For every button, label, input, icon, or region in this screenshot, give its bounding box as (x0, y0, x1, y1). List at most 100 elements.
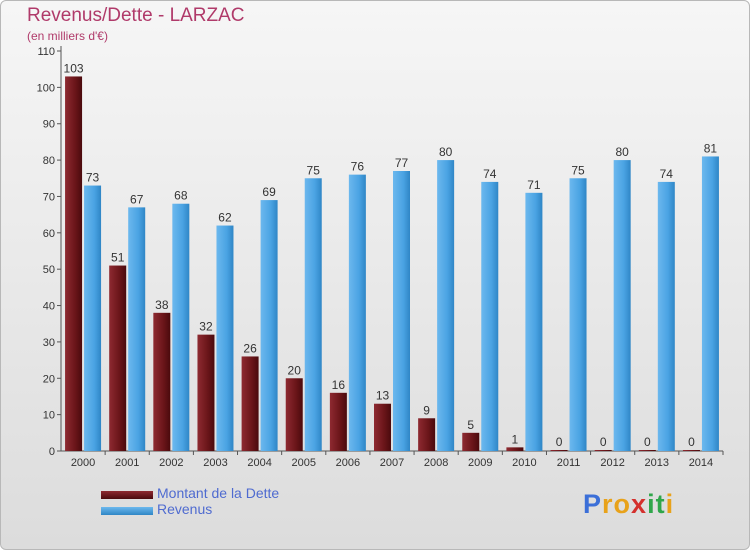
x-tick-label: 2008 (424, 457, 448, 469)
data-label-revenus: 81 (704, 141, 718, 155)
y-tick-label: 110 (37, 46, 55, 58)
x-tick-label: 2005 (291, 457, 315, 469)
data-label-dette: 0 (688, 435, 695, 449)
data-label-revenus: 68 (174, 189, 188, 203)
x-tick-label: 2000 (71, 457, 95, 469)
data-label-dette: 1 (512, 432, 519, 446)
bar-dette (241, 356, 259, 451)
bar-revenus (701, 156, 719, 452)
bar-revenus (172, 203, 190, 451)
bar-revenus (216, 225, 234, 451)
y-tick-label: 40 (43, 301, 55, 313)
x-tick-label: 2010 (512, 457, 536, 469)
bar-dette (197, 334, 215, 451)
x-tick-label: 2003 (203, 457, 227, 469)
logo-letter: i (647, 489, 656, 519)
bar-revenus (348, 174, 366, 452)
bar-dette (374, 403, 391, 451)
bar-chart: 0102030405060708090100110200010373200151… (37, 46, 724, 469)
x-tick-label: 2006 (336, 457, 360, 469)
bar-revenus (525, 192, 543, 451)
logo-letter: t (655, 489, 666, 519)
data-label-dette: 103 (64, 61, 84, 75)
x-tick-label: 2009 (468, 457, 492, 469)
data-label-dette: 0 (644, 435, 651, 449)
bar-revenus (657, 181, 675, 451)
logo-letter: x (631, 489, 648, 519)
x-tick-label: 2011 (557, 457, 581, 469)
bar-dette (462, 432, 480, 451)
data-label-dette: 51 (111, 251, 125, 265)
data-label-revenus: 74 (483, 167, 497, 181)
legend-label-dette: Montant de la Dette (157, 485, 280, 501)
data-label-revenus: 80 (615, 145, 629, 159)
bar-dette (418, 418, 436, 451)
bar-dette (329, 392, 347, 451)
logo-letter: i (665, 489, 675, 519)
logo-letter: P (583, 489, 603, 519)
proxiti-logo: Proxiti (583, 489, 674, 520)
x-tick-label: 2004 (247, 457, 271, 469)
bar-dette (506, 447, 524, 451)
data-label-revenus: 74 (660, 167, 674, 181)
data-label-revenus: 71 (527, 178, 541, 192)
data-label-dette: 32 (199, 320, 213, 334)
logo-letter: o (613, 489, 632, 519)
bar-dette (550, 450, 568, 451)
data-label-dette: 16 (332, 378, 346, 392)
bar-revenus (569, 178, 587, 452)
bar-dette (153, 312, 171, 451)
bar-revenus (84, 185, 102, 451)
chart-title: Revenus/Dette - LARZAC (27, 5, 245, 26)
data-label-dette: 0 (600, 435, 607, 449)
bar-revenus (613, 160, 631, 451)
data-label-dette: 5 (467, 418, 474, 432)
data-label-revenus: 75 (307, 163, 321, 177)
x-tick-label: 2013 (645, 457, 669, 469)
y-tick-label: 70 (43, 191, 55, 203)
data-label-dette: 13 (376, 389, 390, 403)
data-label-revenus: 80 (439, 145, 453, 159)
bar-revenus (304, 178, 322, 452)
bar-dette (65, 76, 83, 452)
data-label-dette: 9 (423, 403, 430, 417)
bar-revenus (260, 200, 278, 451)
bar-dette (638, 450, 656, 451)
y-tick-label: 0 (49, 446, 55, 458)
data-label-revenus: 62 (218, 211, 232, 225)
y-tick-label: 90 (43, 119, 55, 131)
chart-subtitle: (en milliers d'€) (27, 29, 108, 43)
data-label-revenus: 75 (571, 163, 585, 177)
x-tick-label: 2001 (115, 457, 139, 469)
data-label-revenus: 69 (262, 185, 276, 199)
bar-dette (285, 378, 303, 451)
x-tick-label: 2014 (689, 457, 713, 469)
data-label-dette: 38 (155, 298, 169, 312)
y-tick-label: 30 (43, 337, 55, 349)
data-label-dette: 0 (556, 435, 563, 449)
x-tick-label: 2012 (600, 457, 624, 469)
x-tick-label: 2007 (380, 457, 404, 469)
logo-letter: r (602, 489, 614, 519)
bar-dette (109, 265, 127, 451)
y-tick-label: 80 (43, 155, 55, 167)
bar-dette (594, 450, 612, 451)
data-label-revenus: 76 (351, 160, 365, 174)
legend-label-revenus: Revenus (157, 501, 213, 517)
legend-swatch-dette (101, 491, 153, 499)
bar-revenus (128, 207, 146, 451)
data-label-revenus: 67 (130, 192, 144, 206)
y-tick-label: 50 (43, 264, 55, 276)
y-tick-label: 20 (43, 373, 55, 385)
bar-revenus (393, 171, 410, 451)
y-tick-label: 100 (37, 82, 55, 94)
bar-dette (682, 450, 700, 451)
y-tick-label: 10 (43, 410, 55, 422)
data-label-revenus: 77 (395, 156, 409, 170)
x-tick-label: 2002 (159, 457, 183, 469)
bar-revenus (437, 160, 455, 451)
bar-revenus (481, 181, 499, 451)
data-label-dette: 20 (288, 363, 302, 377)
legend-swatch-revenus (101, 507, 153, 515)
